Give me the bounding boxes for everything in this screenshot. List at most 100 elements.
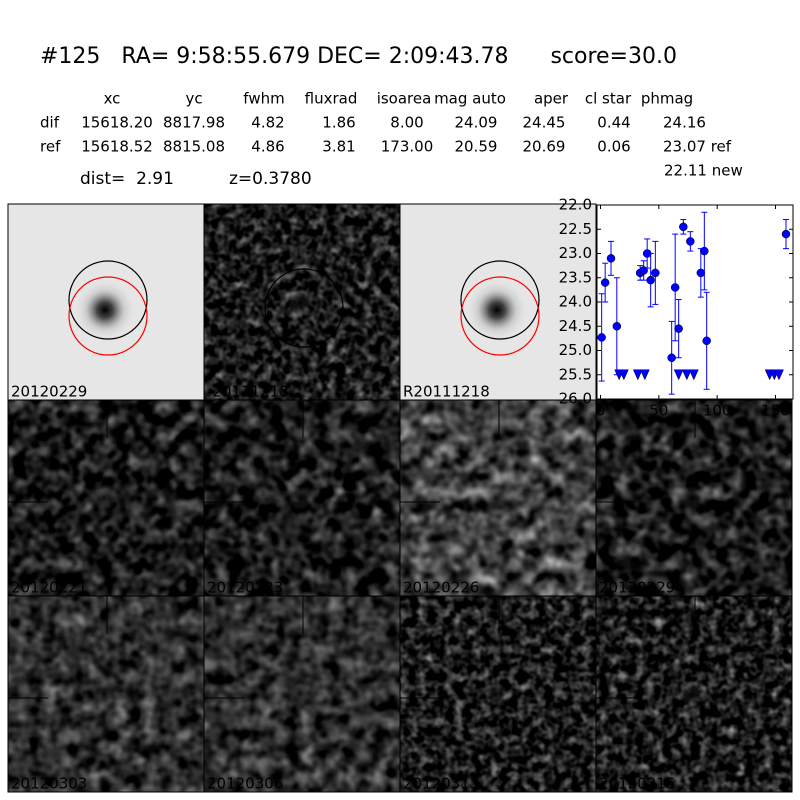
- data-point: [696, 268, 706, 278]
- upper-limit: [632, 369, 643, 381]
- stamp: 20120313: [399, 595, 597, 793]
- data-point: [679, 222, 688, 232]
- stamp: R20111218: [399, 203, 597, 401]
- stamp-label: 20120315: [599, 775, 675, 793]
- table-cell: 15618.20: [81, 114, 153, 132]
- stamp-label: 20120221: [11, 579, 87, 597]
- column-header: xc: [104, 90, 121, 108]
- table-cell: 24.16: [663, 114, 706, 132]
- y-tick-label: 22.0: [559, 196, 592, 214]
- stamp-frame: [595, 595, 793, 793]
- x-tick-label: 150: [761, 402, 790, 420]
- source: [288, 290, 312, 314]
- table-cell: 173.00: [381, 138, 434, 156]
- source: [288, 486, 312, 510]
- y-tick-label: 22.5: [559, 220, 592, 238]
- data-point: [700, 246, 709, 256]
- z-note: z=0.3780: [229, 169, 312, 189]
- table-cell: 20.69: [523, 138, 566, 156]
- title: #125 RA= 9:58:55.679 DEC= 2:09:43.78 sco…: [40, 44, 677, 69]
- y-tick-label: 26.0: [559, 390, 592, 408]
- data-point: [651, 268, 660, 278]
- table-cell: 24.45: [523, 114, 566, 132]
- y-tick-label: 23.5: [559, 268, 592, 286]
- table-cell: 3.81: [322, 138, 355, 156]
- stamp: 20120229: [7, 203, 205, 401]
- stamp: 20120226: [399, 399, 597, 597]
- table-cell: 8.00: [390, 114, 423, 132]
- row-label: dif: [40, 114, 60, 132]
- table-cell: 24.09: [455, 114, 498, 132]
- y-tick-label: 24.0: [559, 293, 592, 311]
- table-cell: 15618.52: [81, 138, 153, 156]
- table-cell: 0.06: [597, 138, 630, 156]
- stamp: -20111218: [203, 203, 401, 401]
- stamp: 20120315: [595, 595, 793, 793]
- upper-limit: [774, 369, 784, 381]
- stamp-label: 20120303: [11, 775, 87, 793]
- stamp-label: 20120313: [403, 775, 479, 793]
- upper-limit: [618, 369, 629, 381]
- stamps: 20120229 -20111218 R20111218 20120221 201202…: [7, 203, 793, 793]
- source: [680, 486, 704, 510]
- source: [680, 682, 704, 706]
- table-cell: 4.86: [251, 138, 284, 156]
- data-point: [686, 237, 695, 246]
- table-cell: 23.07 ref: [663, 138, 732, 156]
- stamp: 20120303: [7, 595, 205, 793]
- column-header: aper: [534, 90, 569, 108]
- stamp-label: -20111218: [207, 383, 289, 401]
- stamp-label: 20120229: [11, 383, 87, 401]
- source: [92, 486, 116, 510]
- y-tick-label: 24.5: [559, 317, 592, 335]
- aperture: [264, 268, 344, 348]
- column-header: isoarea: [377, 90, 432, 108]
- upper-limit: [673, 369, 684, 381]
- data-point: [646, 275, 655, 285]
- data-point: [674, 324, 683, 333]
- data-point: [606, 254, 616, 263]
- table-cell: 1.86: [322, 114, 355, 132]
- stamp-label: 20120226: [403, 579, 479, 597]
- table-cell: 8817.98: [163, 114, 225, 132]
- source: [73, 278, 137, 342]
- stamp-label: 20120229: [599, 579, 675, 597]
- y-tick-label: 23.0: [559, 244, 592, 262]
- row-label: ref: [40, 138, 61, 156]
- data-point: [781, 229, 791, 239]
- plot-area: [596, 204, 794, 400]
- x-tick-label: 0: [596, 402, 606, 420]
- table-cell: 4.82: [251, 114, 284, 132]
- column-header: cl star: [585, 90, 632, 108]
- stamp-label: 20120223: [207, 579, 283, 597]
- dist-note: dist= 2.91: [80, 169, 174, 189]
- aperture: [68, 260, 148, 340]
- light-curve: 22.0 22.5 23.0 23.5 24.0 24.5 25.0 25.5 26.00 50 1…: [559, 196, 794, 420]
- data-point: [670, 283, 680, 292]
- y-tick-label: 25.0: [559, 341, 592, 359]
- stamp: 20120229: [595, 399, 793, 597]
- data-point: [600, 278, 610, 287]
- stamp: 20120221: [7, 399, 205, 597]
- data-point: [612, 322, 622, 331]
- source: [288, 682, 312, 706]
- stamp-label: R20111218: [403, 383, 490, 401]
- upper-limit: [681, 369, 692, 381]
- upper-limit: [639, 369, 650, 381]
- source: [92, 682, 116, 706]
- data-point: [667, 353, 676, 363]
- data-point: [702, 336, 711, 346]
- x-tick-label: 50: [649, 402, 668, 420]
- column-header: mag auto: [434, 90, 506, 108]
- source: [484, 486, 508, 510]
- column-header: yc: [185, 90, 202, 108]
- aperture: [460, 260, 540, 340]
- source: [465, 278, 529, 342]
- y-tick-label: 25.5: [559, 365, 592, 383]
- new-mag-note: 22.11 new: [664, 162, 743, 180]
- column-header: phmag: [641, 90, 693, 108]
- stamp: 20120223: [203, 399, 401, 597]
- table-cell: 20.59: [455, 138, 498, 156]
- stamp: 20120306: [203, 595, 401, 793]
